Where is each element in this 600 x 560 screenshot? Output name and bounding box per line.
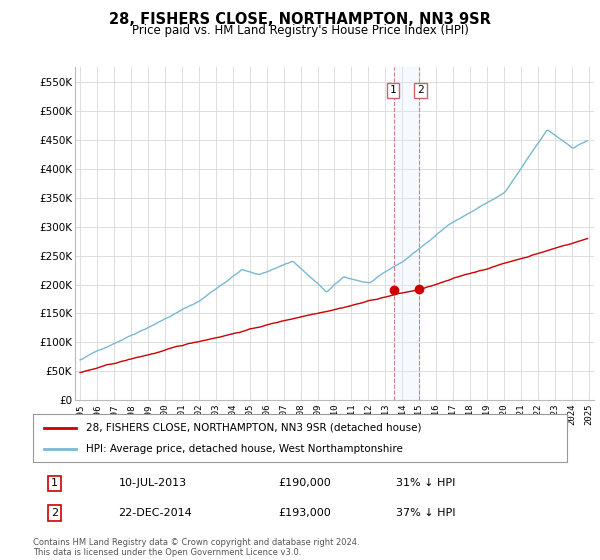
Text: 2: 2 <box>417 85 424 95</box>
Text: 31% ↓ HPI: 31% ↓ HPI <box>396 478 455 488</box>
Text: 37% ↓ HPI: 37% ↓ HPI <box>396 508 455 518</box>
Text: £193,000: £193,000 <box>278 508 331 518</box>
Text: 28, FISHERS CLOSE, NORTHAMPTON, NN3 9SR: 28, FISHERS CLOSE, NORTHAMPTON, NN3 9SR <box>109 12 491 27</box>
Text: 1: 1 <box>389 85 396 95</box>
Text: 1: 1 <box>51 478 58 488</box>
Text: 28, FISHERS CLOSE, NORTHAMPTON, NN3 9SR (detached house): 28, FISHERS CLOSE, NORTHAMPTON, NN3 9SR … <box>86 423 422 433</box>
Text: Contains HM Land Registry data © Crown copyright and database right 2024.
This d: Contains HM Land Registry data © Crown c… <box>33 538 359 557</box>
Text: Price paid vs. HM Land Registry's House Price Index (HPI): Price paid vs. HM Land Registry's House … <box>131 24 469 37</box>
Bar <box>394 67 419 400</box>
Text: HPI: Average price, detached house, West Northamptonshire: HPI: Average price, detached house, West… <box>86 444 403 454</box>
Text: 10-JUL-2013: 10-JUL-2013 <box>118 478 187 488</box>
Text: £190,000: £190,000 <box>278 478 331 488</box>
Text: 22-DEC-2014: 22-DEC-2014 <box>118 508 192 518</box>
Text: 2: 2 <box>51 508 58 518</box>
